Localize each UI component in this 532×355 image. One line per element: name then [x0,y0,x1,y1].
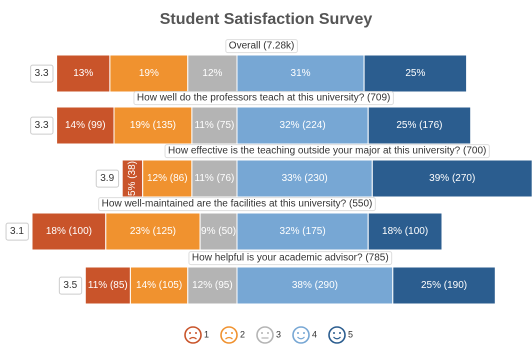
legend-mouth [225,336,233,340]
legend-eye [297,332,299,334]
bar-segment [367,106,472,145]
average-label: 3.5 [63,280,77,291]
data-label: 25% (190) [421,280,467,291]
data-label: 13% [73,68,93,79]
bar-segment [105,212,201,251]
average-box [5,222,29,241]
data-label: 31% [291,68,311,79]
data-label: 32% (175) [280,226,326,237]
legend-eye [333,332,335,334]
legend-label: 3 [276,329,281,339]
data-label: 18% (100) [46,226,92,237]
data-label: 5% (38) [127,161,138,196]
data-label: 32% (224) [280,120,326,131]
legend-label: 4 [312,329,317,339]
legend-eye [195,332,197,334]
bar-segment [236,106,369,145]
average-label: 3.3 [35,68,49,79]
bar-segment [236,159,373,198]
row-label: How well do the professors teach at this… [137,93,390,104]
average-box [58,276,83,295]
data-label: 19% (135) [130,120,176,131]
data-label: 25% (176) [396,120,442,131]
chart-title: Student Satisfaction Survey [160,11,373,28]
data-label: 14% (99) [65,120,106,131]
average-label: 3.9 [100,173,114,184]
data-label: 25% [405,68,425,79]
row-label-bg [164,144,490,159]
legend-label: 1 [204,329,209,339]
legend-label: 5 [348,329,353,339]
bar-segment [236,54,365,93]
row-label: How well-maintained are the facilities a… [102,199,373,210]
legend-eye [231,332,233,334]
bar-segment [367,212,443,251]
bar-segment [187,266,238,305]
bar-segment [392,266,496,305]
legend-eye [267,332,269,334]
row-label: How effective is the teaching outside yo… [168,146,486,157]
bar-segment [236,212,369,251]
average-label: 3.1 [10,226,24,237]
data-label: 38% (290) [292,280,338,291]
data-label: 39% (270) [429,173,475,184]
legend-item: 1 [184,326,209,344]
bar-segment [84,266,131,305]
row-label: Overall (7.28k) [229,41,295,52]
data-label: 12% [202,68,222,79]
legend-mouth [189,336,197,340]
bar-segment [56,54,111,93]
legend-icon [184,326,202,344]
legend-icon [328,326,346,344]
legend-eye [303,332,305,334]
data-label: 12% (95) [192,280,233,291]
bar-segment [363,54,468,93]
data-label: 11% (76) [195,173,235,184]
bar-segment [31,212,107,251]
legend-item: 3 [256,326,281,344]
legend-eye [261,332,263,334]
average-box [30,116,54,135]
legend-eye [225,332,227,334]
bar-segment [56,106,115,145]
data-label: 14% (105) [136,280,182,291]
data-label: 11% (75) [195,120,235,131]
data-label: 18% (100) [382,226,428,237]
data-label: 11% (85) [88,280,128,291]
legend-item: 2 [220,326,245,344]
average-label: 3.3 [35,120,49,131]
average-box [95,169,120,188]
average-box [30,64,54,83]
legend-label: 2 [240,329,245,339]
bar-segment [113,106,193,145]
legend-mouth [333,336,341,340]
legend-item: 5 [328,326,353,344]
row-label-bg [133,91,394,106]
row-label-bg [225,39,298,54]
row-label-bg [188,251,393,266]
legend-eye [189,332,191,334]
bar-segment [191,159,238,198]
legend-icon [256,326,274,344]
bar-segment [371,159,532,198]
data-label: 19% [139,68,159,79]
legend-icon [292,326,310,344]
legend-icon [220,326,238,344]
data-label: 9% (50) [201,226,236,237]
legend-eye [339,332,341,334]
bar-segment [199,212,238,251]
legend-mouth [297,336,305,340]
row-label-bg [98,197,376,212]
data-label: 23% (125) [130,226,176,237]
bar-segment [142,159,193,198]
legend-item: 4 [292,326,317,344]
data-label: 33% (230) [282,173,328,184]
row-label: How helpful is your academic advisor? (7… [192,253,389,264]
bar-segment [129,266,189,305]
data-label: 12% (86) [147,173,188,184]
